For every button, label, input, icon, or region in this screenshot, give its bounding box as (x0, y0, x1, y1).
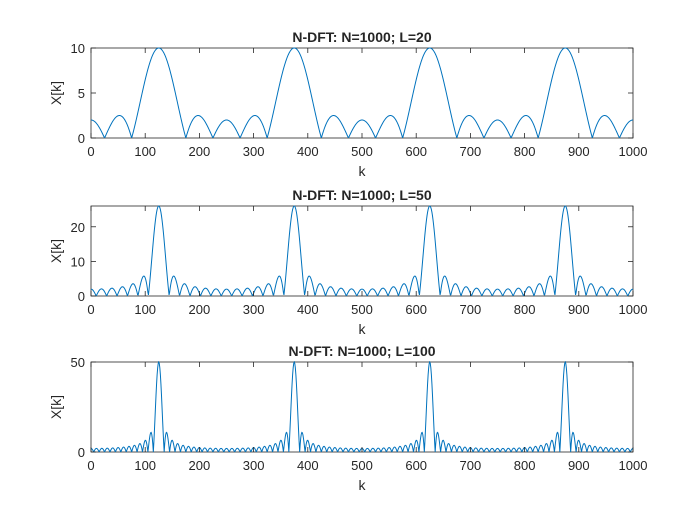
axes-box (90, 47, 634, 139)
x-tick-label: 100 (134, 302, 156, 317)
x-tick-label: 700 (460, 144, 482, 159)
series-line-2 (91, 205, 633, 296)
x-tick-label: 800 (514, 458, 536, 473)
x-tick-label: 300 (243, 302, 265, 317)
y-tick-label: 10 (71, 41, 85, 56)
x-tick-label: 0 (87, 458, 94, 473)
x-tick-label: 900 (568, 144, 590, 159)
x-tick-label: 400 (297, 458, 319, 473)
x-tick-label: 800 (514, 144, 536, 159)
series-line-1 (91, 47, 633, 138)
x-tick-label: 400 (297, 144, 319, 159)
chart-title: N-DFT: N=1000; L=50 (292, 187, 431, 203)
axes-box (90, 205, 634, 297)
x-tick-label: 300 (243, 458, 265, 473)
y-tick-label: 20 (71, 220, 85, 235)
x-tick-label: 800 (514, 302, 536, 317)
x-tick-label: 500 (351, 302, 373, 317)
y-axis-label: X[k] (48, 81, 64, 105)
x-tick-label: 700 (460, 302, 482, 317)
y-axis-label: X[k] (48, 395, 64, 419)
x-tick-label: 0 (87, 144, 94, 159)
x-tick-label: 700 (460, 458, 482, 473)
y-tick-label: 50 (71, 355, 85, 370)
chart-title: N-DFT: N=1000; L=20 (292, 29, 431, 45)
subplot-2: 0 100 200 300 400 500 600 700 800 900 1000 0 10 20 N-D… (48, 187, 647, 337)
x-tick-label: 200 (189, 144, 211, 159)
x-tick-label: 300 (243, 144, 265, 159)
x-tick-label: 100 (134, 458, 156, 473)
x-tick-label: 900 (568, 458, 590, 473)
chart-title: N-DFT: N=1000; L=100 (288, 343, 435, 359)
x-tick-label: 0 (87, 302, 94, 317)
x-tick-label: 200 (189, 302, 211, 317)
y-tick-label: 10 (71, 254, 85, 269)
subplot-1: 0 100 200 300 400 500 600 700 800 900 1000 0 5 10 N-DF… (48, 29, 647, 179)
x-tick-label: 900 (568, 302, 590, 317)
y-tick-label: 0 (78, 445, 85, 460)
y-axis-label: X[k] (48, 239, 64, 263)
x-tick-label: 600 (405, 302, 427, 317)
axes-box (90, 361, 634, 453)
x-axis-label: k (359, 321, 367, 337)
x-axis-label: k (359, 477, 367, 493)
x-tick-label: 1000 (619, 302, 648, 317)
y-tick-label: 0 (78, 289, 85, 304)
x-tick-label: 500 (351, 144, 373, 159)
x-tick-label: 100 (134, 144, 156, 159)
x-tick-label: 1000 (619, 144, 648, 159)
x-tick-label: 600 (405, 458, 427, 473)
x-tick-label: 1000 (619, 458, 648, 473)
x-tick-label: 200 (189, 458, 211, 473)
x-tick-label: 400 (297, 302, 319, 317)
subplot-3: 0 100 200 300 400 500 600 700 800 900 1000 0 50 N-DFT… (48, 343, 647, 493)
x-tick-label: 600 (405, 144, 427, 159)
x-axis-label: k (359, 163, 367, 179)
y-tick-label: 0 (78, 131, 85, 146)
x-tick-label: 500 (351, 458, 373, 473)
y-tick-label: 5 (78, 86, 85, 101)
